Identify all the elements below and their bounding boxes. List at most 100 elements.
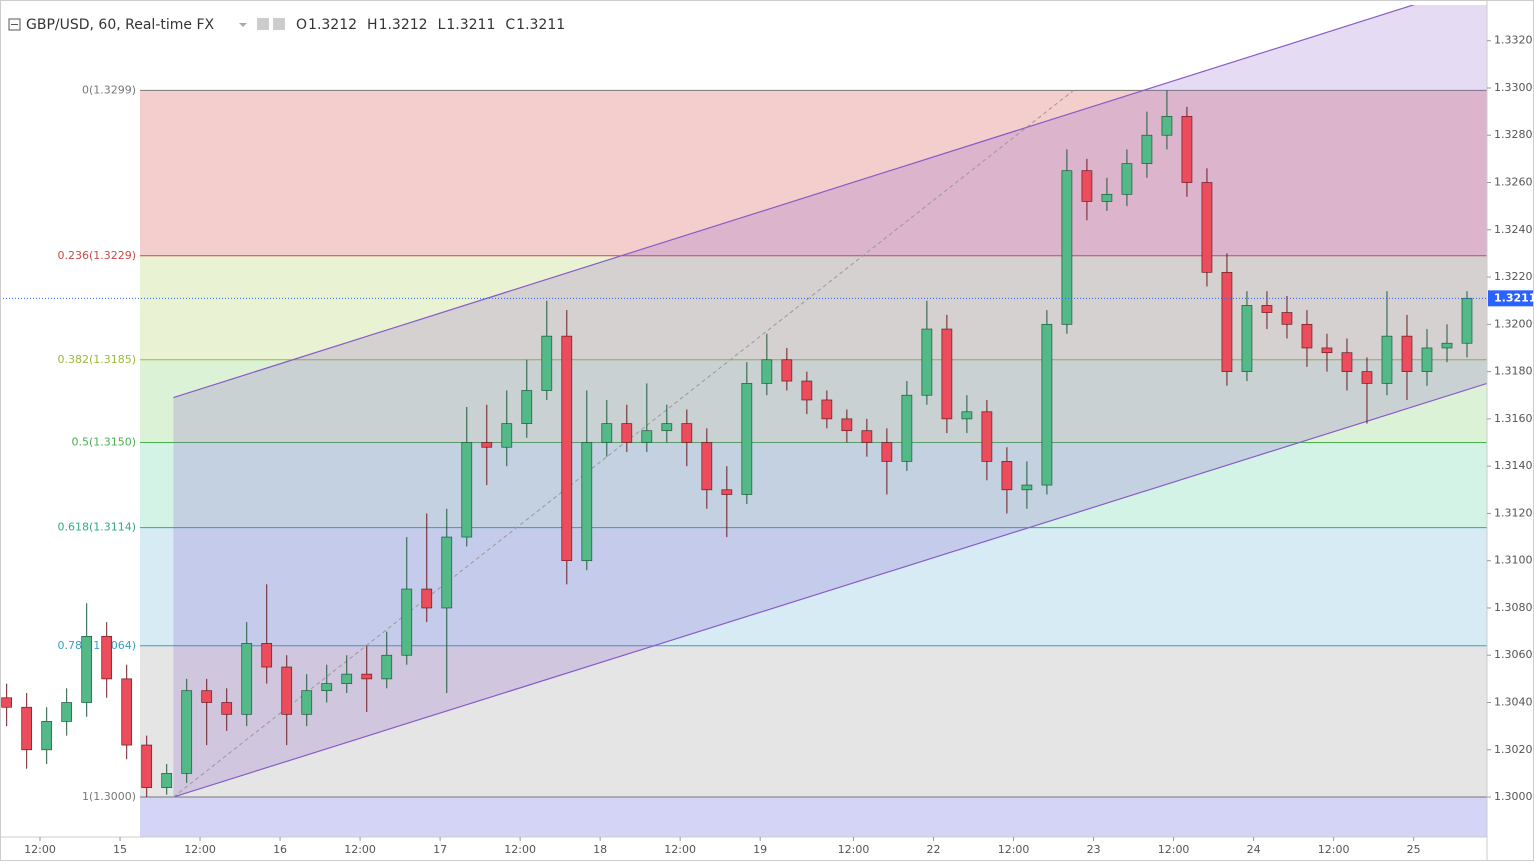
legend-header: GBP/USD, 60, Real-time FX O 1.3212 H 1.3212… bbox=[8, 17, 565, 33]
x-tick-label: 23 bbox=[1087, 843, 1101, 856]
fib-band bbox=[140, 645, 1487, 798]
y-tick-label: 1.3020 bbox=[1494, 743, 1533, 756]
ohlc-label: C bbox=[505, 17, 515, 33]
x-tick-label: 17 bbox=[433, 843, 447, 856]
fib-band bbox=[140, 797, 1487, 837]
candle-body bbox=[1121, 163, 1133, 195]
last-price-tag bbox=[1488, 290, 1533, 307]
candle-body bbox=[321, 683, 333, 692]
y-tick-label: 1.3160 bbox=[1494, 412, 1533, 425]
fib-band bbox=[140, 527, 1487, 646]
candle-body bbox=[1201, 182, 1213, 273]
candle-body bbox=[1061, 170, 1073, 325]
candle-body bbox=[1181, 115, 1193, 183]
candle-body bbox=[201, 690, 213, 703]
fib-level-label: 0.382(1.3185) bbox=[57, 353, 136, 366]
candle-body bbox=[1441, 342, 1453, 349]
candle-body bbox=[721, 489, 733, 495]
y-tick-label: 1.3000 bbox=[1494, 790, 1533, 803]
candle-body bbox=[1, 697, 13, 708]
candle-body bbox=[1001, 461, 1013, 491]
fib-level-label: 0.236(1.3229) bbox=[57, 249, 136, 262]
eye-icon[interactable] bbox=[257, 18, 269, 30]
candle-body bbox=[1301, 323, 1313, 349]
ohlc-label: H bbox=[367, 17, 378, 33]
candle-body bbox=[21, 706, 33, 751]
candle-body bbox=[181, 690, 193, 774]
ohlc-value: 1.3211 bbox=[516, 17, 565, 33]
candle-body bbox=[1361, 371, 1373, 384]
fib-level-label: 0(1.3299) bbox=[82, 83, 136, 96]
candle-body bbox=[1221, 271, 1233, 372]
x-tick-label: 12:00 bbox=[184, 843, 216, 856]
candle-body bbox=[521, 390, 533, 424]
candle-body bbox=[461, 442, 473, 538]
fib-level-label: 0.5(1.3150) bbox=[71, 436, 136, 449]
candle-body bbox=[1261, 305, 1273, 313]
candle-body bbox=[241, 643, 253, 715]
ohlc-values: O 1.3212 H 1.3212 L 1.3211 C 1.3211 bbox=[296, 17, 565, 33]
settings-icon[interactable] bbox=[273, 18, 285, 30]
candle-body bbox=[141, 744, 153, 788]
fib-level-label: 0.618(1.3114) bbox=[57, 521, 136, 534]
y-tick-label: 1.3120 bbox=[1494, 506, 1533, 519]
candle-body bbox=[641, 430, 653, 443]
candle-body bbox=[221, 702, 233, 715]
candle-body bbox=[601, 423, 613, 443]
ohlc-value: 1.3212 bbox=[308, 17, 357, 33]
fib-band bbox=[140, 442, 1487, 528]
candle-body bbox=[441, 536, 453, 609]
y-tick-label: 1.3300 bbox=[1494, 81, 1533, 94]
candle-body bbox=[41, 721, 53, 751]
candle-body bbox=[1321, 347, 1333, 354]
candle-body bbox=[1141, 134, 1153, 164]
x-tick-label: 15 bbox=[113, 843, 127, 856]
ohlc-label: L bbox=[438, 17, 446, 33]
candle-body bbox=[101, 635, 113, 680]
candle-body bbox=[661, 423, 673, 432]
candle-body bbox=[361, 673, 373, 680]
plot-area: 0(1.3299) 0.236(1.3229) 0.382(1.3185) 0.5(1… bbox=[1, 5, 1487, 837]
x-tick-label: 12:00 bbox=[998, 843, 1030, 856]
candle-body bbox=[1101, 193, 1113, 202]
candle-body bbox=[901, 394, 913, 462]
candle-body bbox=[481, 442, 493, 448]
x-tick-label: 12:00 bbox=[1318, 843, 1350, 856]
candle-body bbox=[1401, 335, 1413, 372]
candle-body bbox=[1241, 305, 1253, 372]
candle-body bbox=[1381, 335, 1393, 384]
x-tick-label: 12:00 bbox=[1158, 843, 1190, 856]
symbol-title[interactable]: GBP/USD, 60, Real-time FX bbox=[26, 17, 215, 33]
candle-body bbox=[821, 399, 833, 420]
candle-body bbox=[421, 588, 433, 609]
candle-body bbox=[541, 335, 553, 391]
x-tick-label: 12:00 bbox=[504, 843, 536, 856]
candle-body bbox=[761, 359, 773, 384]
y-tick-label: 1.3220 bbox=[1494, 270, 1533, 283]
candle-body bbox=[1341, 352, 1353, 372]
dropdown-icon[interactable] bbox=[239, 23, 247, 27]
candle-body bbox=[861, 430, 873, 443]
candle-body bbox=[961, 411, 973, 420]
fib-level-label: 1(1.3000) bbox=[82, 790, 136, 803]
candle-body bbox=[261, 643, 273, 668]
y-tick-label: 1.3240 bbox=[1494, 223, 1533, 236]
y-tick-label: 1.3280 bbox=[1494, 128, 1533, 141]
x-tick-label: 12:00 bbox=[344, 843, 376, 856]
y-tick-label: 1.3100 bbox=[1494, 554, 1533, 567]
x-tick-label: 22 bbox=[927, 843, 941, 856]
candle-body bbox=[841, 418, 853, 432]
x-tick-label: 18 bbox=[593, 843, 607, 856]
candle-body bbox=[1161, 115, 1173, 136]
candle-body bbox=[921, 328, 933, 396]
candle-body bbox=[1021, 484, 1033, 491]
y-tick-label: 1.3140 bbox=[1494, 459, 1533, 472]
x-tick-label: 24 bbox=[1247, 843, 1261, 856]
candle-body bbox=[1281, 312, 1293, 325]
candle-body bbox=[281, 666, 293, 715]
x-tick-label: 12:00 bbox=[838, 843, 870, 856]
candle-body bbox=[561, 335, 573, 562]
x-tick-label: 16 bbox=[273, 843, 287, 856]
ohlc-value: 1.3212 bbox=[379, 17, 428, 33]
